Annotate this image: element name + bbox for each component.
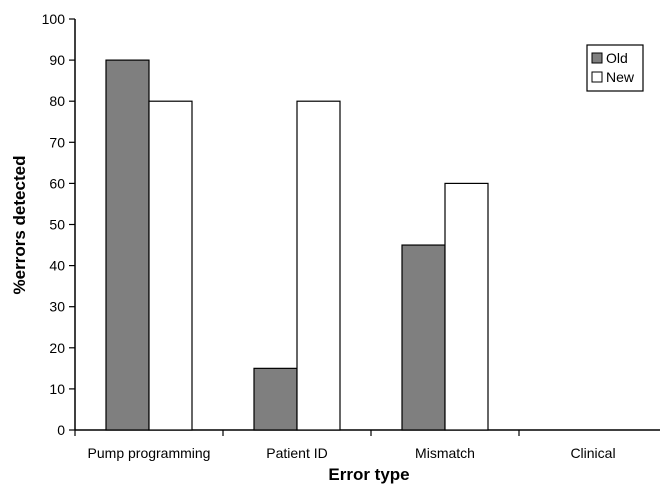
y-tick-label: 40 (49, 258, 65, 274)
y-axis: 0 10 20 30 40 50 60 70 80 90 100 (42, 11, 76, 438)
legend-box (586, 44, 644, 92)
x-axis: Pump programming Patient ID Mismatch Clinic… (74, 429, 660, 461)
bar-old-patient-id (253, 367, 298, 431)
legend-swatch-new (591, 71, 603, 83)
bar-new-mismatch (444, 182, 489, 431)
y-tick-label: 80 (49, 93, 65, 109)
y-tick-label: 10 (49, 381, 65, 397)
legend: Old New (586, 44, 644, 92)
bars (105, 59, 489, 431)
y-tick-label: 90 (49, 52, 65, 68)
bar-new-patient-id (296, 100, 341, 431)
x-tick-label: Patient ID (266, 445, 327, 461)
x-axis-title: Error type (328, 465, 409, 484)
legend-label-new: New (606, 69, 635, 85)
y-tick-label: 0 (57, 422, 65, 438)
legend-swatch-old (591, 52, 603, 64)
y-tick-label: 50 (49, 217, 65, 233)
bar-new-pump-programming (148, 100, 193, 431)
y-tick-label: 30 (49, 299, 65, 315)
y-tick-label: 60 (49, 175, 65, 191)
bar-old-mismatch (401, 244, 446, 431)
bar-old-pump-programming (105, 59, 150, 431)
y-tick-label: 70 (49, 134, 65, 150)
y-tick-label: 20 (49, 340, 65, 356)
x-tick-label: Mismatch (415, 445, 475, 461)
x-tick-label: Clinical (570, 445, 615, 461)
legend-label-old: Old (606, 50, 628, 66)
y-axis-title: %errors detected (10, 156, 29, 295)
y-tick-label: 100 (42, 11, 66, 27)
x-tick-label: Pump programming (88, 445, 211, 461)
